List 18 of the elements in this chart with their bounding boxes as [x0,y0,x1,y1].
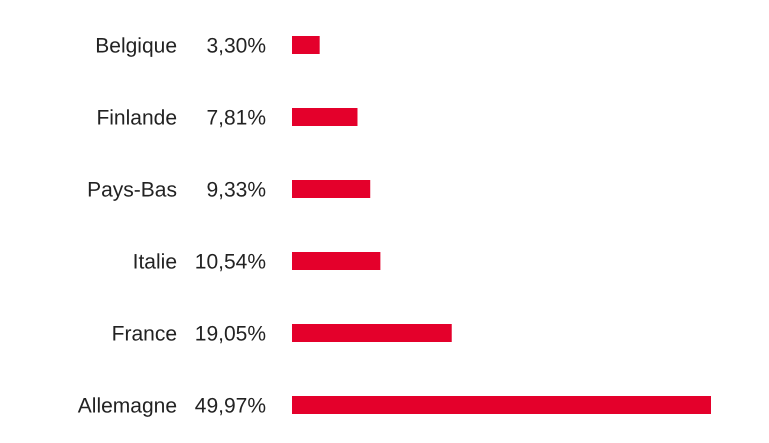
bar [292,108,358,126]
bar [292,396,711,414]
y-tick-label: Belgique [95,34,177,58]
y-tick-label: Finlande [96,106,177,130]
bar [292,324,452,342]
bar [292,36,320,54]
data-label: 9,33% [206,178,266,202]
data-label: 3,30% [206,34,266,58]
bar [292,180,370,198]
y-tick-label: Italie [132,250,177,274]
y-tick-label: Allemagne [78,394,177,418]
bar [292,252,380,270]
y-tick-label: Pays-Bas [87,178,177,202]
data-label: 10,54% [194,250,266,274]
data-label: 49,97% [194,394,266,418]
data-label: 7,81% [206,106,266,130]
y-tick-label: France [112,322,177,346]
data-label: 19,05% [194,322,266,346]
